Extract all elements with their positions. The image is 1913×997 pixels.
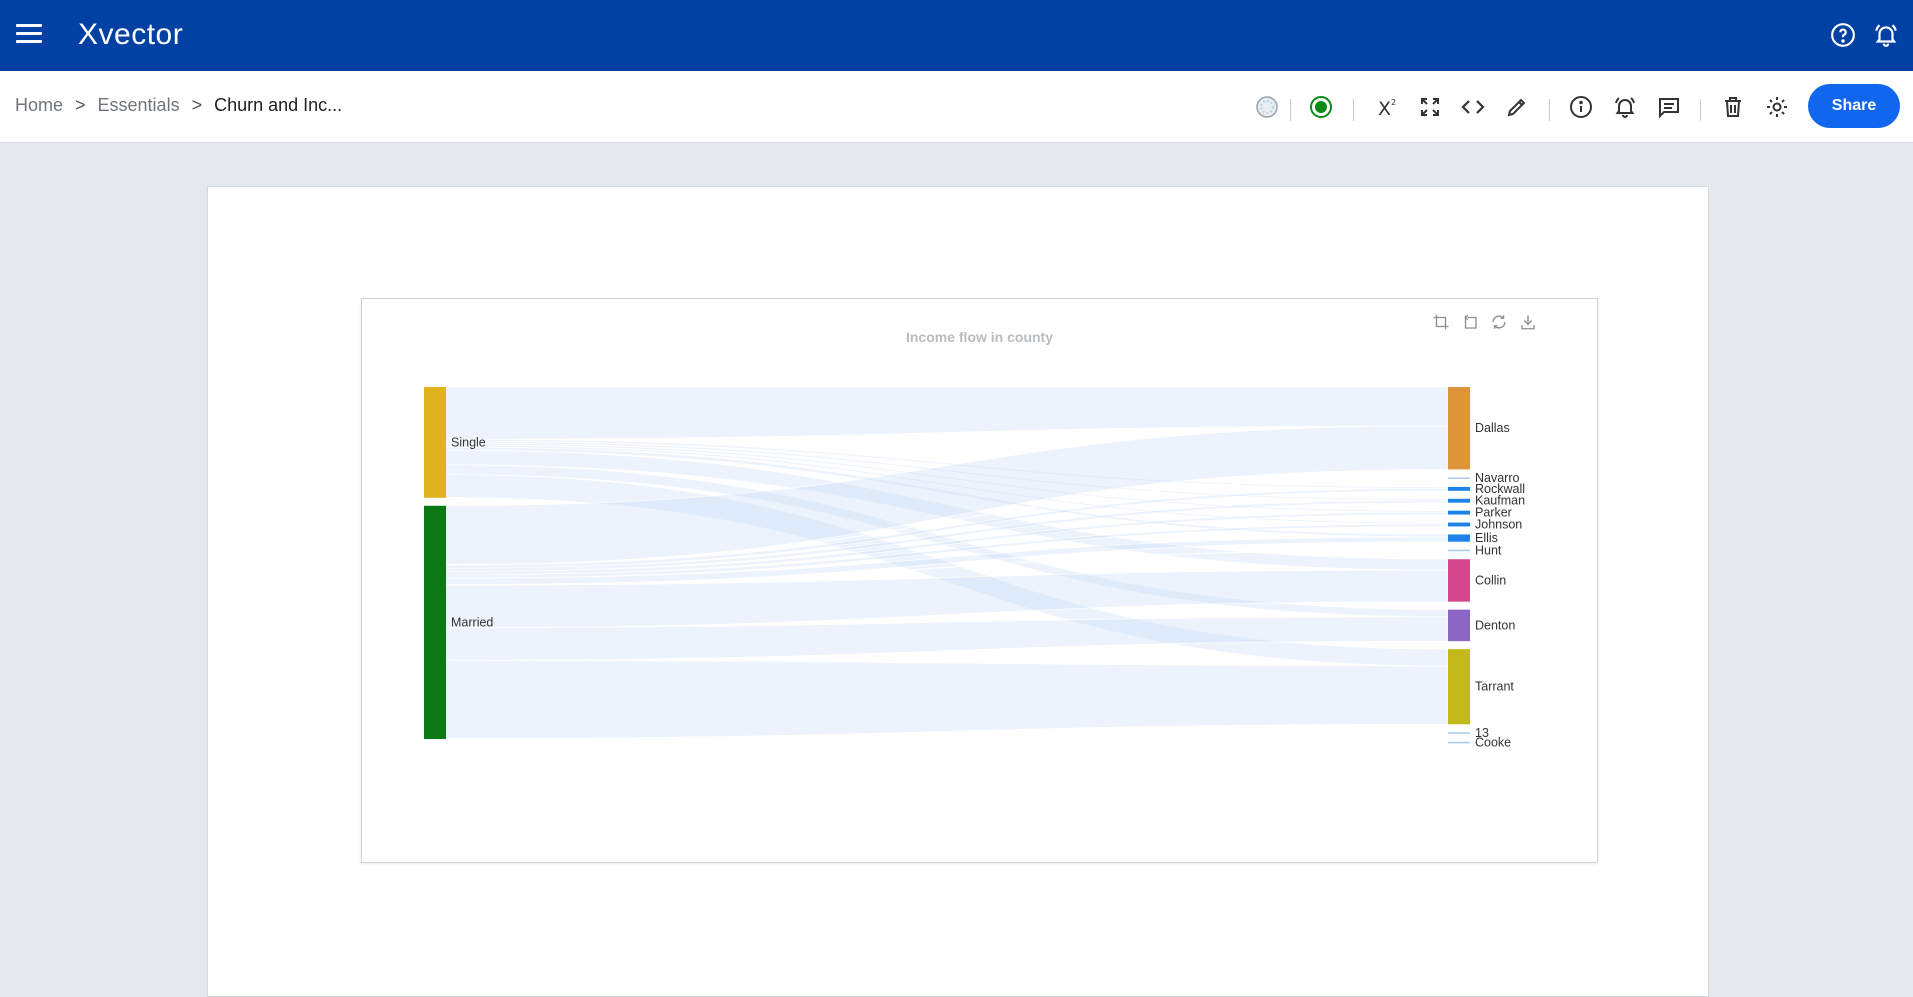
sankey-node-collin[interactable] [1448, 559, 1470, 602]
sankey-node-hunt[interactable] [1448, 549, 1470, 552]
chart-card: Single Married Dallas Navarro Rockwall Kaufma… [361, 298, 1598, 863]
sankey-node-johnson[interactable] [1448, 522, 1470, 527]
chart-title: Income flow in county [905, 329, 1053, 345]
toolbar-divider [1549, 99, 1550, 121]
breadcrumb: Home > Essentials > Churn and Inc... [15, 95, 342, 116]
sankey-node-single[interactable] [424, 387, 446, 498]
sankey-node-denton[interactable] [1448, 609, 1470, 642]
sankey-link-married-tarrant[interactable] [445, 659, 1449, 739]
sankey-node-13[interactable] [1448, 732, 1470, 734]
settings-icon[interactable] [1763, 93, 1791, 121]
info-icon[interactable] [1567, 93, 1595, 121]
svg-text:2: 2 [1391, 98, 1396, 107]
sankey-label-cooke: Cooke [1475, 736, 1511, 750]
zoom-select-icon[interactable] [1430, 311, 1452, 333]
restore-icon[interactable] [1488, 311, 1510, 333]
help-icon[interactable] [1830, 22, 1858, 50]
sankey-node-rockwall[interactable] [1448, 486, 1470, 491]
sankey-link-married-navarro[interactable] [445, 477, 1449, 566]
zoom-back-icon[interactable] [1459, 311, 1481, 333]
sankey-label-johnson: Johnson [1475, 518, 1522, 532]
edit-icon[interactable] [1503, 93, 1531, 121]
svg-text:X: X [1378, 98, 1391, 119]
loading-icon[interactable] [1253, 93, 1281, 121]
sankey-link-married-collin[interactable] [445, 569, 1449, 628]
sankey-node-ellis[interactable] [1448, 534, 1470, 542]
breadcrumb-home[interactable]: Home [15, 95, 64, 115]
sankey-label-married: Married [451, 615, 493, 629]
sankey-chart: Single Married Dallas NavarroRockwallKaufma… [424, 386, 1525, 750]
sankey-node-tarrant[interactable] [1448, 649, 1470, 725]
sankey-label-navarro: Navarro [1475, 471, 1520, 485]
app-logo[interactable]: Xvector [78, 18, 184, 51]
sankey-node-kaufman[interactable] [1448, 498, 1470, 503]
download-icon[interactable] [1517, 311, 1539, 333]
sankey-label-tarrant: Tarrant [1475, 680, 1514, 694]
notification-bell-icon[interactable] [1873, 22, 1901, 50]
top-app-bar: Xvector [0, 0, 1913, 71]
sankey-label-denton: Denton [1475, 618, 1515, 632]
fullscreen-icon[interactable] [1416, 93, 1444, 121]
sankey-node-navarro[interactable] [1448, 477, 1470, 479]
chart-toolbox [1430, 311, 1539, 333]
sankey-link-married-denton[interactable] [445, 616, 1449, 661]
sankey-label-rockwall: Rockwall [1475, 482, 1525, 496]
sankey-link-married-dallas[interactable] [445, 425, 1449, 565]
comment-icon[interactable] [1655, 93, 1683, 121]
sankey-label-single: Single [451, 435, 486, 449]
sankey-node-married[interactable] [424, 505, 446, 739]
sankey-link-married-kaufman[interactable] [445, 499, 1449, 572]
breadcrumb-separator: > [75, 95, 86, 115]
status-icon[interactable] [1307, 93, 1335, 121]
sankey-label-kaufman: Kaufman [1475, 494, 1525, 508]
sankey-node-dallas[interactable] [1448, 387, 1470, 470]
toolbar-divider [1290, 99, 1291, 121]
sankey-label-parker: Parker [1475, 506, 1512, 520]
sankey-label-dallas: Dallas [1475, 421, 1510, 435]
toolbar-divider [1700, 99, 1701, 121]
code-icon[interactable] [1459, 93, 1487, 121]
menu-icon[interactable] [16, 24, 42, 48]
sankey-link-married-parker[interactable] [445, 511, 1449, 576]
share-button[interactable]: Share [1808, 84, 1900, 128]
sankey-label-collin: Collin [1475, 573, 1506, 587]
sankey-node-cooke[interactable] [1448, 741, 1470, 744]
breadcrumb-essentials[interactable]: Essentials [97, 95, 180, 115]
breadcrumb-current: Churn and Inc... [214, 95, 343, 115]
sankey-label-13: 13 [1475, 726, 1489, 740]
sankey-label-ellis: Ellis [1475, 531, 1498, 545]
sankey-node-parker[interactable] [1448, 510, 1470, 515]
toolbar-divider [1353, 99, 1354, 121]
breadcrumb-separator: > [191, 95, 203, 115]
delete-icon[interactable] [1719, 93, 1747, 121]
alert-icon[interactable] [1611, 93, 1639, 121]
sankey-link-married-cooke[interactable] [445, 738, 1449, 743]
sankey-label-hunt: Hunt [1475, 543, 1502, 557]
